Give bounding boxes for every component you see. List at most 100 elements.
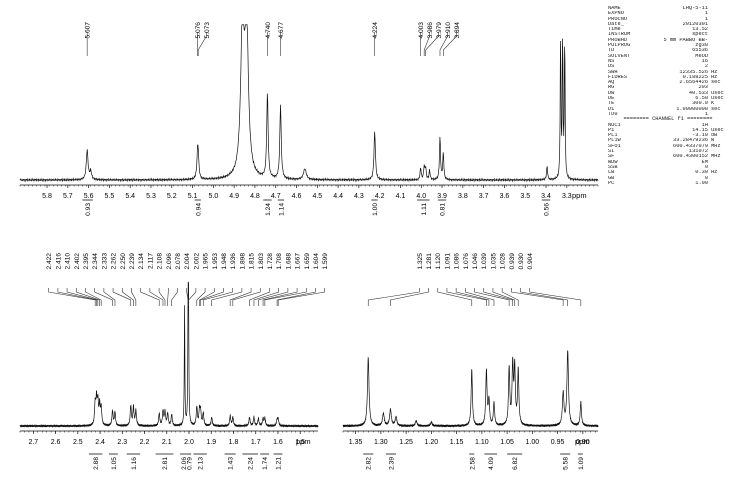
peak-label: 3.910 — [445, 22, 452, 39]
peak-label: 2.262 — [111, 253, 118, 270]
x-tick-label: 5.5 — [105, 193, 115, 200]
peak-label: 3.894 — [454, 22, 461, 39]
peak-label-leader — [492, 288, 515, 306]
peak-label: 4.740 — [265, 22, 272, 39]
peak-label: 1.086 — [454, 253, 461, 270]
param-row: D1 1.00000000 sec — [608, 107, 738, 112]
x-tick-label: 4.2 — [375, 193, 385, 200]
integral-value: 5.58 — [563, 457, 570, 470]
peak-label-leader — [103, 288, 116, 306]
param-value: 6.50 — [695, 96, 708, 102]
param-value: zg30 — [695, 43, 708, 49]
peak-label: 1.604 — [313, 253, 320, 270]
x-tick-label: 4.7 — [271, 193, 281, 200]
peak-label: 2.395 — [83, 253, 90, 270]
peak-label-leader — [229, 288, 252, 306]
x-tick-label: 4.4 — [333, 193, 343, 200]
integral-value: 1.14 — [278, 203, 285, 216]
param-row: DS 2 — [608, 64, 738, 69]
x-tick-label: 3.7 — [479, 193, 489, 200]
peak-label: 4.003 — [418, 22, 425, 39]
peak-label: 2.344 — [92, 253, 99, 270]
peak-label: 4.677 — [278, 22, 285, 39]
x-tick-label: 5.0 — [208, 193, 218, 200]
x-tick-label: 2.2 — [140, 439, 150, 446]
param-key: TD0 — [608, 111, 618, 117]
peak-label: 1.708 — [276, 253, 283, 270]
param-row: INSTRUM spect — [608, 32, 738, 37]
integral-value: 0.56 — [544, 203, 551, 216]
spectrum-panel-bottom-left: 2.7 2.6 2.5 2.4 2.3 2.2 2.1 2.0 1.9 1.8 1.7 1.6 1.5p… — [19, 253, 329, 470]
param-key: NS — [608, 58, 615, 64]
param-value: MeOD — [695, 53, 708, 59]
peak-label: 5.073 — [204, 22, 211, 39]
peak-label-leader — [57, 288, 97, 306]
param-value: spect — [692, 32, 708, 38]
param-row: SI 131072 — [608, 149, 738, 154]
x-tick-label: 4.5 — [312, 193, 322, 200]
param-row: LB 0.30 Hz — [608, 170, 738, 175]
peak-label: 2.410 — [65, 253, 72, 270]
x-tick-label: 5.6 — [84, 193, 94, 200]
param-value: LHQ-5-11 — [682, 6, 708, 11]
param-unit: sec — [711, 80, 721, 86]
x-tick-label: 2.1 — [162, 439, 172, 446]
param-value: 12335.526 — [679, 69, 708, 75]
x-tick-label: 3.3 — [562, 193, 572, 200]
peak-label-leader — [474, 288, 510, 306]
integral-value: 2.39 — [388, 457, 395, 470]
param-unit: Hz — [711, 69, 718, 75]
param-value: 0.30 — [695, 170, 708, 176]
peak-label-leader — [202, 288, 233, 306]
peak-label-leader — [277, 288, 325, 306]
param-key: RG — [608, 85, 615, 91]
peak-label: 2.416 — [55, 253, 62, 270]
param-key: SOLVENT — [608, 53, 631, 59]
param-key: TE — [608, 101, 615, 107]
param-value: 16 — [701, 58, 708, 64]
peak-label-leader — [439, 32, 448, 56]
x-tick-label: 5.7 — [63, 193, 73, 200]
integral-value: 2.81 — [162, 457, 169, 470]
x-tick-label: 5.2 — [167, 193, 177, 200]
channel-f1-header: ======== CHANNEL f1 ======== — [623, 116, 713, 123]
x-tick-label: 5.3 — [146, 193, 156, 200]
peak-label-leader — [158, 288, 166, 306]
integral-value: 1.43 — [228, 457, 235, 470]
param-key: PL1W — [608, 138, 621, 144]
spectrum-trace — [342, 350, 599, 428]
x-axis-unit: ppm — [575, 437, 590, 446]
param-row: PL1W 33.28479236 W — [608, 138, 738, 143]
peak-label: 1.039 — [481, 253, 488, 270]
peak-label: 2.402 — [74, 253, 81, 270]
param-value: 2.6564426 — [679, 80, 708, 86]
peak-label-leader — [112, 288, 132, 306]
peak-label: 1.028 — [500, 253, 507, 270]
param-value: 20120301 — [682, 21, 708, 27]
param-row: DW 40.533 usec — [608, 91, 738, 96]
param-key: PROBHD — [608, 37, 628, 43]
x-tick-label: 1.00 — [526, 439, 540, 446]
peak-label: 1.281 — [426, 253, 433, 270]
peak-label: 1.035 — [490, 253, 497, 270]
peak-label-leader — [423, 32, 430, 56]
x-tick-label: 4.6 — [292, 193, 302, 200]
x-tick-label: 1.35 — [349, 439, 363, 446]
peak-label: 1.091 — [444, 253, 451, 270]
peak-label: 0.930 — [518, 253, 525, 270]
param-row: NS 16 — [608, 59, 738, 64]
peak-label-leader — [48, 288, 96, 306]
param-key: SSB — [608, 164, 618, 170]
peak-label-leader — [455, 288, 490, 306]
param-key: SWH — [608, 69, 618, 75]
x-tick-label: 0.90 — [576, 439, 590, 446]
peak-label: 1.659 — [304, 253, 311, 270]
peak-label: 1.076 — [463, 253, 470, 270]
x-tick-label: 4.8 — [250, 193, 260, 200]
param-value: 131072 — [688, 149, 708, 155]
integral-value: 2.88 — [93, 457, 100, 470]
param-row: FIDRES 0.188225 Hz — [608, 75, 738, 80]
param-value: 1 — [704, 16, 708, 22]
peak-label-leader — [167, 288, 169, 306]
x-tick-label: 3.9 — [437, 193, 447, 200]
